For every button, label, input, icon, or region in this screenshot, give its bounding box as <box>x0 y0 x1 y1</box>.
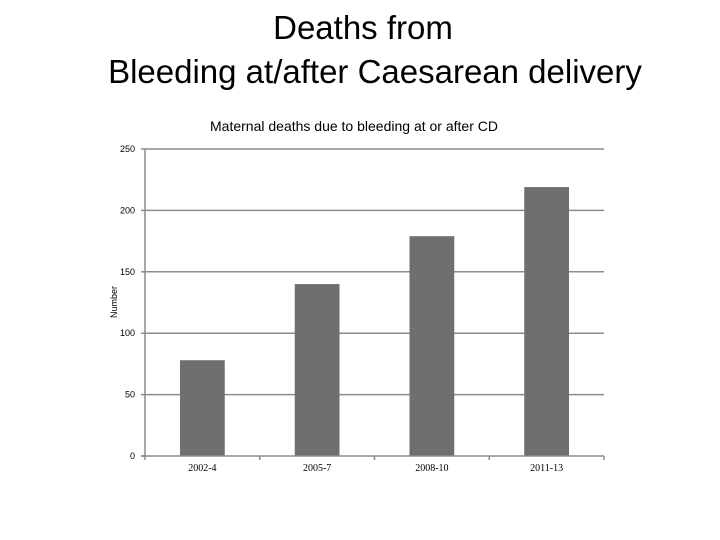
slide-title: Deaths from Bleeding at/after Caesarean … <box>0 6 720 94</box>
x-tick-label: 2008-10 <box>415 463 448 474</box>
axes <box>141 148 605 460</box>
y-axis-title: Number <box>109 286 119 318</box>
y-tick-label: 50 <box>125 390 135 400</box>
y-tick-label: 100 <box>120 328 135 338</box>
y-tick-label: 250 <box>120 144 135 154</box>
y-tick-label: 200 <box>120 205 135 215</box>
bar <box>179 360 225 456</box>
x-tick-label: 2002-4 <box>188 463 216 474</box>
bar <box>524 187 570 456</box>
x-tick-label: 2011-13 <box>530 463 563 474</box>
axis-labels: 0 50 100 150 200 250 2002-4 2005-7 2008-10 2011-1… <box>120 144 563 474</box>
bar <box>294 284 340 456</box>
y-tick-label: 150 <box>120 267 135 277</box>
y-tick-label: 0 <box>130 451 135 461</box>
slide-title-line-1: Deaths from <box>273 9 453 46</box>
bars <box>179 187 570 456</box>
x-tick-label: 2005-7 <box>303 463 331 474</box>
bar <box>409 236 455 456</box>
chart-title: Maternal deaths due to bleeding at or af… <box>210 118 498 134</box>
slide-title-line-2: Bleeding at/after Caesarean delivery <box>108 53 642 90</box>
